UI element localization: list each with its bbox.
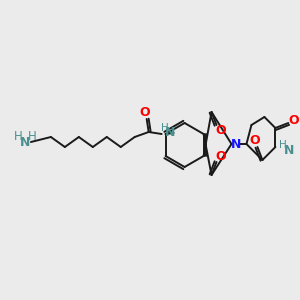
Text: O: O [140, 106, 150, 119]
Text: N: N [164, 127, 175, 140]
Text: O: O [215, 124, 226, 137]
Text: O: O [288, 115, 299, 128]
Text: O: O [215, 149, 226, 163]
Text: H: H [14, 130, 22, 143]
Text: H: H [280, 140, 287, 150]
Text: O: O [249, 134, 260, 148]
Text: N: N [284, 143, 295, 157]
Text: N: N [20, 136, 30, 148]
Text: N: N [231, 137, 242, 151]
Text: H: H [161, 123, 169, 133]
Text: H: H [28, 130, 36, 143]
